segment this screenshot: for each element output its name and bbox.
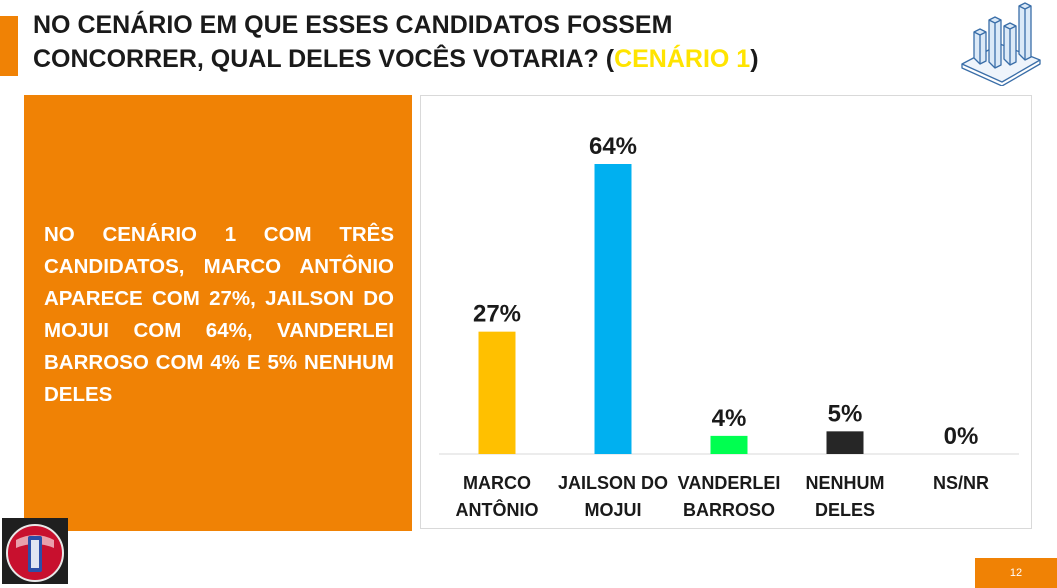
- title-line-2-prefix: CONCORRER, QUAL DELES VOCÊS VOTARIA? (: [33, 45, 615, 73]
- category-label: ANTÔNIO: [456, 499, 539, 520]
- summary-text: NO CENÁRIO 1 COM TRÊS CANDIDATOS, MARCO …: [44, 223, 394, 406]
- bar: [826, 431, 864, 454]
- title-line-1: NO CENÁRIO EM QUE ESSES CANDIDATOS FOSSE…: [33, 11, 673, 39]
- page-number: 12: [975, 558, 1057, 588]
- category-label: NENHUM: [806, 473, 885, 493]
- data-label: 27%: [473, 301, 521, 328]
- title-accent-bar: [0, 16, 18, 76]
- summary-panel: NO CENÁRIO 1 COM TRÊS CANDIDATOS, MARCO …: [24, 95, 412, 531]
- bar: [594, 164, 632, 454]
- category-label: NS/NR: [933, 473, 989, 493]
- title-highlight: CENÁRIO 1: [614, 45, 751, 73]
- bar: [710, 435, 748, 454]
- category-label: MARCO: [463, 473, 531, 493]
- title-line-2-suffix: ): [750, 45, 759, 73]
- category-label: JAILSON DO: [558, 473, 668, 493]
- data-label: 0%: [944, 423, 979, 450]
- data-label: 64%: [589, 133, 637, 160]
- data-label: 5%: [828, 400, 863, 427]
- chart-panel: 27% MARCO ANTÔNIO 64% JAILSON DO MOJUI 4% VANDE…: [420, 95, 1032, 529]
- data-label: 4%: [712, 405, 747, 432]
- category-label: DELES: [815, 500, 875, 520]
- category-label: MOJUI: [584, 500, 641, 520]
- bar-chart: 27% MARCO ANTÔNIO 64% JAILSON DO MOJUI 4% VANDE…: [439, 133, 1019, 520]
- category-label: VANDERLEI: [678, 473, 781, 493]
- brand-logo-icon: [2, 518, 68, 584]
- bar-chart-3d-icon: [961, 2, 1041, 86]
- category-label: BARROSO: [683, 500, 775, 520]
- page-title: NO CENÁRIO EM QUE ESSES CANDIDATOS FOSSE…: [33, 8, 933, 76]
- bar: [478, 331, 516, 454]
